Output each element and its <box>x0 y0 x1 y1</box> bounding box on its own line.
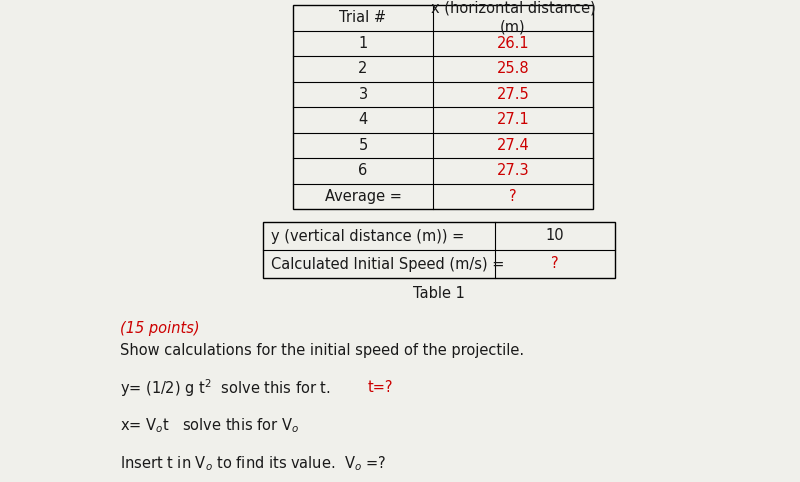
Bar <box>263 222 615 278</box>
Text: 1: 1 <box>358 36 368 51</box>
Text: Show calculations for the initial speed of the projectile.: Show calculations for the initial speed … <box>120 343 524 358</box>
Text: y= (1/2) g t$^2$  solve this for t.: y= (1/2) g t$^2$ solve this for t. <box>120 377 337 399</box>
Text: 25.8: 25.8 <box>497 61 530 76</box>
Text: ?: ? <box>551 256 559 271</box>
Text: (15 points): (15 points) <box>120 321 200 335</box>
Text: Trial #: Trial # <box>339 10 386 25</box>
Text: t=?: t=? <box>368 380 394 396</box>
Text: x= V$_o$t   solve this for V$_o$: x= V$_o$t solve this for V$_o$ <box>120 416 299 435</box>
Text: 27.3: 27.3 <box>497 163 530 178</box>
Text: 27.1: 27.1 <box>497 112 530 127</box>
Text: 2: 2 <box>358 61 368 76</box>
Text: 27.5: 27.5 <box>497 87 530 102</box>
Text: Average =: Average = <box>325 189 402 204</box>
Text: 27.4: 27.4 <box>497 138 530 153</box>
Bar <box>293 5 593 209</box>
Text: 3: 3 <box>358 87 367 102</box>
Text: 6: 6 <box>358 163 368 178</box>
Text: Insert t in V$_o$ to find its value.  V$_o$ =?: Insert t in V$_o$ to find its value. V$_… <box>120 455 386 473</box>
Text: 26.1: 26.1 <box>497 36 530 51</box>
Text: 10: 10 <box>546 228 564 243</box>
Text: Calculated Initial Speed (m/s) =: Calculated Initial Speed (m/s) = <box>271 256 504 271</box>
Text: x (horizontal distance)
(m): x (horizontal distance) (m) <box>430 1 595 35</box>
Text: ?: ? <box>509 189 517 204</box>
Text: 5: 5 <box>358 138 368 153</box>
Text: Table 1: Table 1 <box>413 286 465 302</box>
Text: 4: 4 <box>358 112 368 127</box>
Text: y (vertical distance (m)) =: y (vertical distance (m)) = <box>271 228 464 243</box>
